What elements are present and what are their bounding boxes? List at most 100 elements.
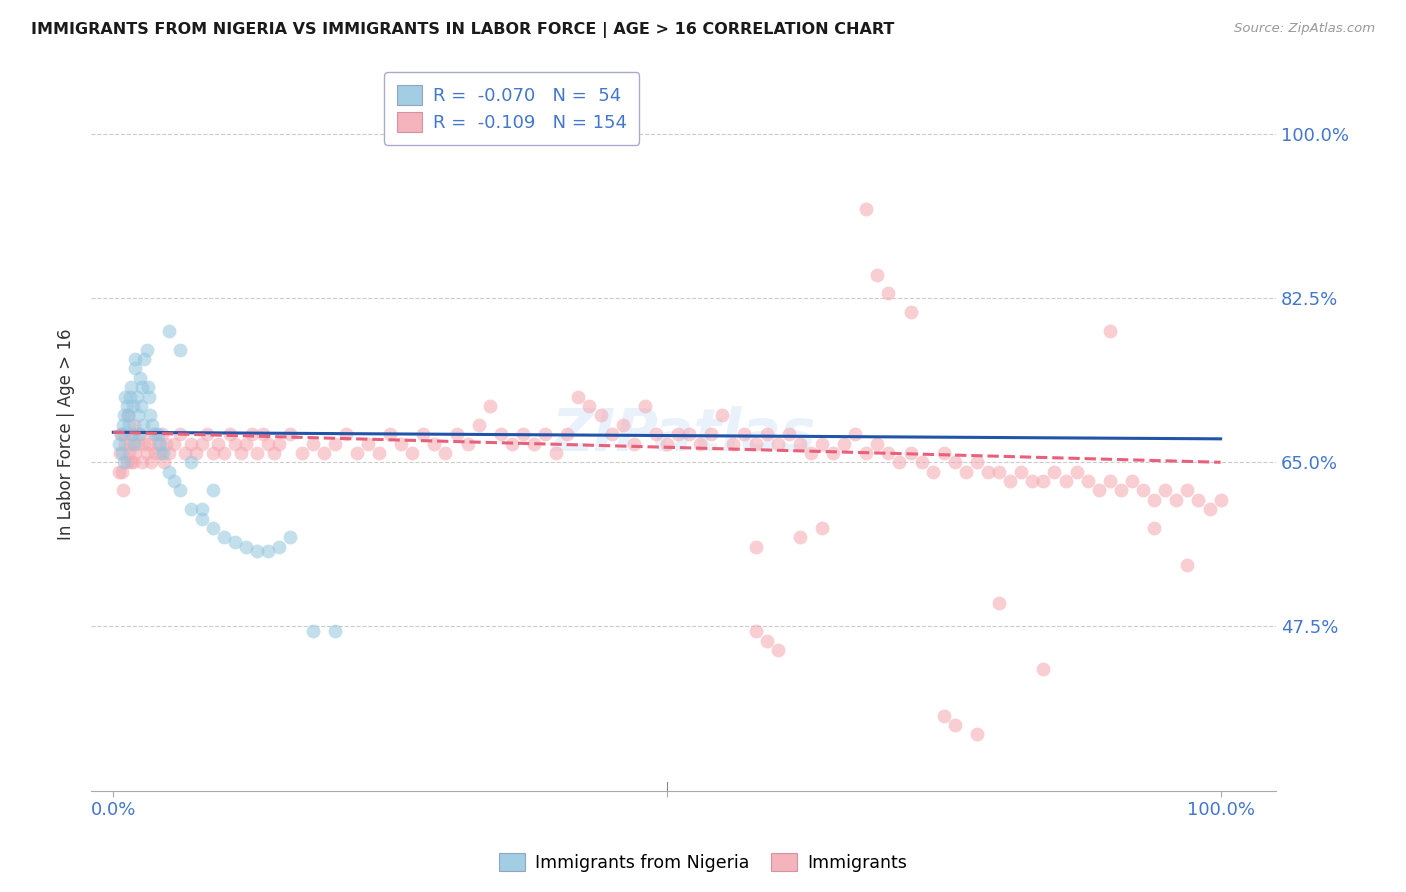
Point [1143,492,1166,507]
Point [155,436,177,450]
Point [240,427,263,442]
Point [135,446,157,460]
Point [246,544,269,558]
Point [201,446,224,460]
Point [998,474,1021,488]
Point [191,511,214,525]
Text: IMMIGRANTS FROM NIGERIA VS IMMIGRANTS IN LABOR FORCE | AGE > 16 CORRELATION CHAR: IMMIGRANTS FROM NIGERIA VS IMMIGRANTS IN… [31,22,894,38]
Point [1121,474,1143,488]
Point [124,352,146,367]
Point [412,427,434,442]
Point [112,409,135,423]
Point [766,643,789,657]
Point [1198,502,1220,516]
Point [212,446,235,460]
Point [744,436,766,450]
Point [1043,465,1066,479]
Point [157,446,180,460]
Point [122,399,145,413]
Point [866,268,889,282]
Point [114,390,136,404]
Point [138,390,160,404]
Point [600,427,623,442]
Point [263,446,285,460]
Point [149,446,172,460]
Point [589,409,612,423]
Point [128,371,150,385]
Point [122,455,145,469]
Point [108,446,131,460]
Point [711,409,734,423]
Legend: Immigrants from Nigeria, Immigrants: Immigrants from Nigeria, Immigrants [492,847,914,879]
Point [312,446,335,460]
Point [534,427,557,442]
Point [578,399,600,413]
Point [117,409,139,423]
Point [224,535,246,549]
Point [1066,465,1088,479]
Point [117,409,139,423]
Point [1021,474,1043,488]
Point [280,530,302,544]
Point [169,343,191,357]
Point [201,521,224,535]
Point [689,436,711,450]
Point [124,436,146,450]
Point [932,708,955,723]
Point [252,427,274,442]
Point [150,427,173,442]
Point [180,436,202,450]
Point [111,465,134,479]
Point [124,361,146,376]
Point [811,436,834,450]
Y-axis label: In Labor Force | Age > 16: In Labor Force | Age > 16 [58,328,75,540]
Point [700,427,723,442]
Point [280,427,302,442]
Point [977,465,1000,479]
Point [755,427,778,442]
Point [368,446,391,460]
Point [145,446,167,460]
Point [163,474,186,488]
Point [152,446,174,460]
Point [139,455,162,469]
Point [229,446,252,460]
Point [623,436,645,450]
Point [555,427,578,442]
Point [378,427,401,442]
Point [755,633,778,648]
Point [128,427,150,442]
Point [1098,474,1121,488]
Point [138,436,160,450]
Point [789,436,811,450]
Point [489,427,512,442]
Point [910,455,932,469]
Text: Source: ZipAtlas.com: Source: ZipAtlas.com [1234,22,1375,36]
Point [612,417,634,432]
Point [127,436,149,450]
Point [207,436,229,450]
Point [744,624,766,639]
Point [269,436,291,450]
Point [212,530,235,544]
Point [800,446,823,460]
Point [335,427,357,442]
Point [467,417,489,432]
Point [1098,324,1121,338]
Point [121,427,143,442]
Point [120,380,142,394]
Point [149,436,172,450]
Point [1032,474,1054,488]
Point [110,427,132,442]
Point [1209,492,1232,507]
Point [124,446,146,460]
Point [112,455,135,469]
Point [900,446,922,460]
Point [112,417,135,432]
Point [866,436,889,450]
Point [478,399,501,413]
Point [301,436,323,450]
Point [1088,483,1111,498]
Point [290,446,312,460]
Point [921,465,943,479]
